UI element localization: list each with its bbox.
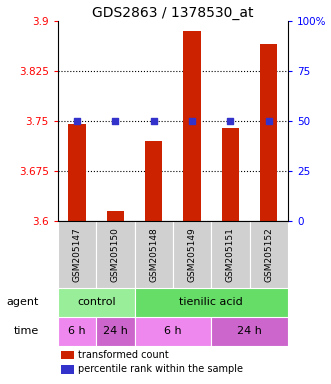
Bar [250,221,288,288]
Point [228,118,233,124]
Bar [58,317,96,346]
Text: GSM205148: GSM205148 [149,227,158,282]
Bar [107,211,124,221]
Point [266,118,271,124]
Bar [183,31,201,221]
Bar [211,221,250,288]
Text: tienilic acid: tienilic acid [179,297,243,308]
Text: 24 h: 24 h [103,326,128,336]
Bar [58,221,96,288]
Text: GSM205147: GSM205147 [72,227,82,282]
Bar [135,317,211,346]
Point [151,118,157,124]
Bar [222,127,239,221]
Text: time: time [14,326,39,336]
Text: GSM205149: GSM205149 [188,227,197,282]
Bar [260,45,277,221]
Point [189,118,195,124]
Text: agent: agent [6,297,39,308]
Bar [145,141,163,221]
Bar [135,288,288,317]
Text: GSM205150: GSM205150 [111,227,120,282]
Bar [58,288,135,317]
Bar [96,317,135,346]
Point [113,118,118,124]
Text: 24 h: 24 h [237,326,262,336]
Text: 6 h: 6 h [164,326,182,336]
Text: transformed count: transformed count [78,350,168,360]
Bar [69,124,86,221]
Bar [211,317,288,346]
Text: 6 h: 6 h [68,326,86,336]
Title: GDS2863 / 1378530_at: GDS2863 / 1378530_at [92,6,254,20]
Text: percentile rank within the sample: percentile rank within the sample [78,364,243,374]
Text: GSM205152: GSM205152 [264,227,273,282]
Text: control: control [77,297,116,308]
Bar [96,221,135,288]
Text: GSM205151: GSM205151 [226,227,235,282]
Bar [173,221,211,288]
Point [74,118,80,124]
Bar [135,221,173,288]
